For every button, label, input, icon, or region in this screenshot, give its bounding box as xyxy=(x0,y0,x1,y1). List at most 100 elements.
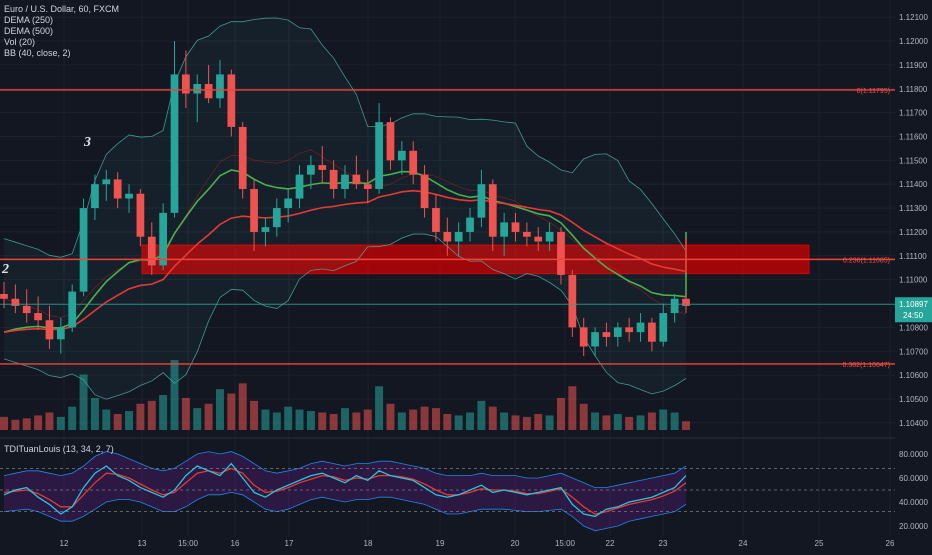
price-tick: 1.11000 xyxy=(899,276,928,285)
candle-body xyxy=(307,165,315,175)
volume-bar xyxy=(0,416,8,430)
osc-band-lower xyxy=(3,491,687,532)
time-tick: 22 xyxy=(606,539,615,548)
volume-bars xyxy=(0,360,690,430)
candle-body xyxy=(170,74,179,213)
price-tick: 1.11600 xyxy=(899,132,928,141)
time-tick: 18 xyxy=(364,539,373,548)
time-tick: 12 xyxy=(60,539,69,548)
candle-body xyxy=(227,74,236,127)
price-tick: 1.11400 xyxy=(899,180,928,189)
osc-rsi-line xyxy=(3,462,687,518)
volume-bar xyxy=(477,400,486,430)
volume-bar xyxy=(522,416,531,430)
volume-bar xyxy=(250,400,259,430)
indicator-dema-500[interactable]: DEMA (500) xyxy=(4,26,54,36)
candle-body xyxy=(511,222,520,232)
volume-bar xyxy=(636,415,645,430)
price-tick: 1.11800 xyxy=(899,85,928,94)
bb-upper xyxy=(3,17,687,258)
indicator-bollinger[interactable]: BB (40, close, 2) xyxy=(4,48,71,58)
candle-body xyxy=(136,193,145,237)
candle-body xyxy=(557,231,565,275)
price-tick: 1.10800 xyxy=(899,323,928,332)
volume-bar xyxy=(34,415,43,430)
volume-bar xyxy=(341,408,349,430)
indicator-volume[interactable]: Vol (20) xyxy=(4,37,36,47)
horizontal-levels[interactable]: 0(1.11795) 0.236(1.11085) 0.382(1.10647) xyxy=(0,88,895,369)
candle-body xyxy=(91,184,99,209)
volume-bar xyxy=(181,397,190,430)
price-axis[interactable]: 1.12100 1.12000 1.11900 1.11800 1.11700 1.116… xyxy=(895,13,932,428)
volume-bar xyxy=(363,409,372,430)
price-tick: 1.12100 xyxy=(899,13,928,22)
volume-bar xyxy=(79,374,88,430)
candle-body xyxy=(341,174,349,189)
candle-body xyxy=(500,222,508,237)
indicator-dema-250[interactable]: DEMA (250) xyxy=(4,15,54,25)
candle-body xyxy=(68,291,77,328)
candle-body xyxy=(329,169,338,189)
volume-bar xyxy=(431,408,440,430)
volume-bar xyxy=(511,415,520,430)
price-tick: 1.10400 xyxy=(899,419,928,428)
oscillator-title[interactable]: TDITuanLouis (13, 34, 2, 7) xyxy=(4,444,114,454)
candle-body xyxy=(352,174,361,185)
osc-band-upper xyxy=(3,451,687,488)
volume-bar xyxy=(11,419,20,430)
candle-body xyxy=(488,184,497,237)
candle-body xyxy=(375,122,383,189)
volume-bar xyxy=(56,416,65,430)
time-tick: 23 xyxy=(659,539,668,548)
candle-body xyxy=(45,320,54,340)
price-tick: 1.11900 xyxy=(899,61,928,70)
wave-label-2: 2 xyxy=(2,262,9,277)
volume-bar xyxy=(488,406,497,430)
candle-body xyxy=(670,298,679,314)
volume-bar xyxy=(261,409,270,430)
candle-body xyxy=(295,174,304,199)
osc-tick: 40.0000 xyxy=(899,498,928,507)
candle-body xyxy=(0,293,8,299)
dema-lines xyxy=(3,169,687,333)
candle-body xyxy=(34,313,42,321)
candle-body xyxy=(636,322,645,333)
volume-bar xyxy=(591,412,600,430)
price-tick: 1.11200 xyxy=(899,228,928,237)
candle-body xyxy=(409,150,418,175)
candle-body xyxy=(102,179,111,185)
candle-body xyxy=(272,208,281,228)
time-tick: 13 xyxy=(138,539,147,548)
volume-bar xyxy=(579,403,588,430)
volume-bar xyxy=(136,403,145,430)
candle-body xyxy=(545,231,554,242)
candle-body xyxy=(318,165,327,170)
candle-body xyxy=(420,174,429,209)
price-tick: 1.11500 xyxy=(899,156,928,165)
candle-body xyxy=(443,231,452,242)
candle-body xyxy=(159,212,167,266)
volume-bar xyxy=(500,412,509,430)
osc-tick: 20.0000 xyxy=(899,522,928,531)
candle-body xyxy=(602,332,611,337)
candle-body xyxy=(204,83,213,99)
candle-body xyxy=(56,327,65,340)
time-axis[interactable]: 12 13 15:00 16 17 18 19 20 15:00 22 23 24 25 26 xyxy=(0,536,932,550)
time-tick: 24 xyxy=(739,539,748,548)
wave-label-3: 3 xyxy=(84,135,91,150)
candle-body xyxy=(79,208,88,292)
candle-body xyxy=(648,322,656,342)
candle-body xyxy=(579,327,588,347)
fib-label: 0.236(1.11085) xyxy=(843,257,890,264)
volume-bar xyxy=(613,413,622,430)
price-tick: 1.10500 xyxy=(899,395,928,404)
volume-bar xyxy=(409,409,418,430)
time-axis-bg xyxy=(0,536,932,550)
candles[interactable] xyxy=(0,41,690,357)
price-tick: 1.11700 xyxy=(899,109,928,118)
symbol-title[interactable]: Euro / U.S. Dollar, 60, FXCM xyxy=(4,4,120,14)
candle-body xyxy=(22,305,31,314)
dema-500-line xyxy=(3,189,687,333)
